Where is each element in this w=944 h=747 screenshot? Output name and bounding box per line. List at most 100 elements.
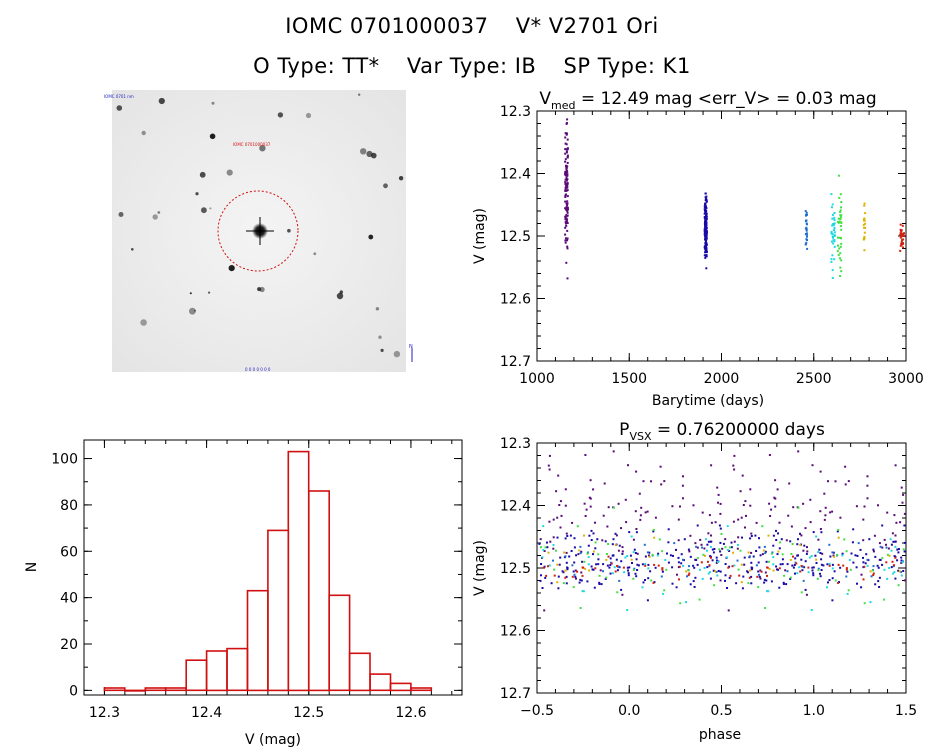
- phased-point: [720, 554, 723, 556]
- phased-point: [897, 569, 900, 572]
- phased-point: [811, 566, 814, 569]
- lightcurve-point: [566, 173, 569, 176]
- phased-point: [702, 553, 705, 556]
- phased-point: [811, 569, 814, 572]
- phased-point: [653, 536, 656, 539]
- phased-point: [881, 524, 884, 527]
- phased-point: [678, 565, 681, 568]
- phased-point: [893, 514, 896, 517]
- lightcurve-ylabel: V (mag): [472, 208, 488, 264]
- phased-point: [766, 590, 769, 593]
- lightcurve-point: [839, 245, 842, 248]
- field-star: [199, 171, 206, 178]
- phased-point: [742, 504, 745, 506]
- phased-point: [708, 564, 711, 567]
- lightcurve-point: [899, 234, 902, 237]
- phased-point: [777, 550, 780, 553]
- lightcurve-point: [704, 202, 707, 205]
- phased-point: [859, 548, 862, 551]
- lightcurve-point: [566, 189, 569, 192]
- lightcurve-point: [840, 221, 843, 224]
- phased-point: [755, 521, 758, 524]
- phased-point: [748, 555, 751, 558]
- lightcurve-point: [840, 242, 843, 245]
- phased-point: [750, 582, 753, 585]
- lightcurve-point: [833, 258, 836, 261]
- lightcurve-point: [564, 196, 567, 198]
- phased-point: [574, 575, 577, 578]
- lightcurve-point: [837, 254, 840, 257]
- phased-point: [539, 579, 542, 582]
- lightcurve-point: [806, 247, 809, 250]
- phased-point: [894, 534, 897, 537]
- phased-point: [846, 570, 849, 573]
- phased-point: [872, 574, 875, 577]
- phased-point: [727, 566, 730, 569]
- lightcurve-point: [704, 224, 706, 227]
- phased-point: [564, 555, 567, 558]
- phased-point: [707, 532, 710, 535]
- phased-point: [704, 554, 706, 557]
- lightcurve-point: [704, 214, 707, 217]
- phased-point: [587, 556, 590, 559]
- phased-point: [757, 570, 760, 573]
- phased-point: [635, 558, 638, 561]
- lightcurve-point: [863, 249, 866, 252]
- lightcurve-title-prefix: V: [539, 89, 551, 109]
- phased-point: [572, 586, 575, 589]
- phased-point: [756, 575, 759, 578]
- phased-point: [817, 569, 820, 571]
- phased-point: [807, 571, 810, 574]
- phased-point: [559, 526, 562, 529]
- phased-point: [740, 581, 743, 584]
- phased-point: [630, 535, 633, 538]
- phased-point: [735, 582, 738, 585]
- phased-point: [877, 566, 880, 569]
- histogram-bar: [389, 682, 412, 692]
- phased-point: [737, 518, 740, 521]
- lightcurve-point: [805, 238, 808, 241]
- lightcurve-point: [899, 223, 902, 226]
- phased-point: [594, 521, 596, 524]
- phased-point: [814, 554, 817, 557]
- phased-point: [819, 528, 822, 530]
- phased-point: [831, 551, 834, 554]
- phased-point: [555, 490, 558, 493]
- histogram-bar: [267, 529, 290, 692]
- phased-point: [869, 601, 872, 604]
- phased-point: [634, 510, 637, 513]
- phased-point: [872, 565, 875, 568]
- histogram-bar: [124, 689, 147, 692]
- phased-point: [634, 552, 637, 554]
- title-line-2: O Type: TT* Var Type: IB SP Type: K1: [0, 54, 944, 78]
- y-tick-label: 12.4: [500, 167, 531, 183]
- phased-point: [634, 572, 637, 575]
- phased-point: [802, 565, 805, 568]
- phased-point: [713, 548, 716, 550]
- phased-point: [850, 552, 853, 555]
- lightcurve-point: [564, 158, 567, 161]
- phased-point: [892, 572, 895, 575]
- phased-point: [687, 569, 690, 572]
- phased-point: [573, 537, 576, 540]
- phased-point: [872, 572, 875, 575]
- phased-point: [862, 539, 865, 542]
- phased-point: [602, 514, 605, 517]
- lightcurve-point: [839, 252, 842, 255]
- phased-point: [774, 505, 777, 508]
- phased-point: [802, 502, 805, 505]
- phased-point: [603, 482, 606, 485]
- phased-point: [660, 483, 663, 486]
- phased-point: [618, 544, 621, 547]
- phased-point: [707, 572, 710, 575]
- phased-point: [677, 556, 680, 559]
- x-tick-label: 1.5: [895, 703, 917, 719]
- phased-point: [780, 538, 783, 541]
- phased-point: [730, 541, 733, 544]
- phased-point: [711, 559, 714, 562]
- phased-point: [822, 564, 825, 567]
- lightcurve-point: [566, 211, 569, 214]
- phased-point: [639, 518, 642, 521]
- phased-point: [762, 549, 765, 552]
- phased-point: [644, 511, 647, 514]
